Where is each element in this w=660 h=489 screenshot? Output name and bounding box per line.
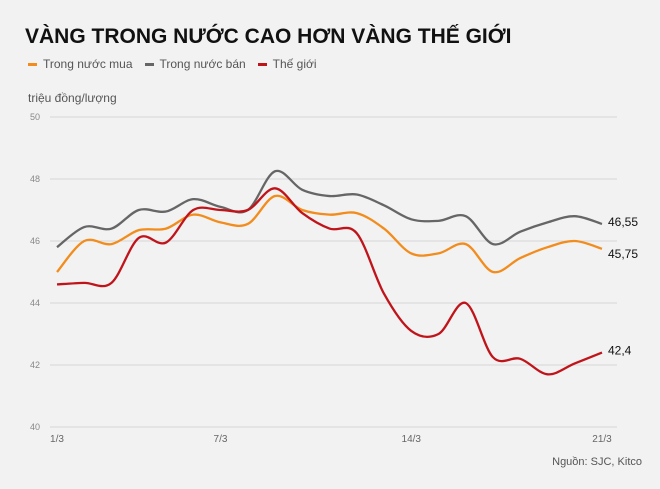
y-tick-label: 44 (30, 298, 40, 308)
series-line-2 (56, 187, 603, 376)
y-tick-label: 50 (30, 112, 40, 122)
legend-swatch-world (257, 62, 267, 66)
legend-label-buy: Trong nước mua (43, 57, 133, 71)
y-tick-label: 42 (30, 360, 40, 370)
y-tick-label: 46 (30, 236, 40, 246)
x-tick-label: 7/3 (214, 434, 228, 445)
y-tick-label: 40 (30, 422, 40, 432)
end-value-label: 46,55 (608, 215, 638, 229)
legend-item-world: Thế giới (257, 57, 317, 71)
x-tick-label: 14/3 (402, 434, 422, 445)
x-tick-label: 21/3 (592, 434, 612, 445)
legend-label-world: Thế giới (272, 57, 317, 71)
source-note: Nguồn: SJC, Kitco (552, 456, 642, 468)
legend-item-buy: Trong nước mua (28, 57, 133, 71)
legend: Trong nước mua Trong nước bán Thế giới (28, 57, 317, 71)
x-tick-label: 1/3 (50, 434, 64, 445)
chart-title: VÀNG TRONG NƯỚC CAO HƠN VÀNG THẾ GIỚI (25, 25, 512, 48)
series-line-0 (56, 194, 603, 274)
series-line-1 (56, 169, 603, 249)
legend-swatch-sell (144, 62, 154, 66)
end-value-label: 45,75 (608, 247, 638, 261)
legend-label-sell: Trong nước bán (159, 57, 246, 71)
end-value-label: 42,4 (608, 344, 632, 358)
y-tick-label: 48 (30, 174, 40, 184)
legend-swatch-buy (28, 62, 37, 66)
y-axis-label: triệu đồng/lượng (28, 91, 117, 105)
legend-item-sell: Trong nước bán (144, 57, 246, 71)
